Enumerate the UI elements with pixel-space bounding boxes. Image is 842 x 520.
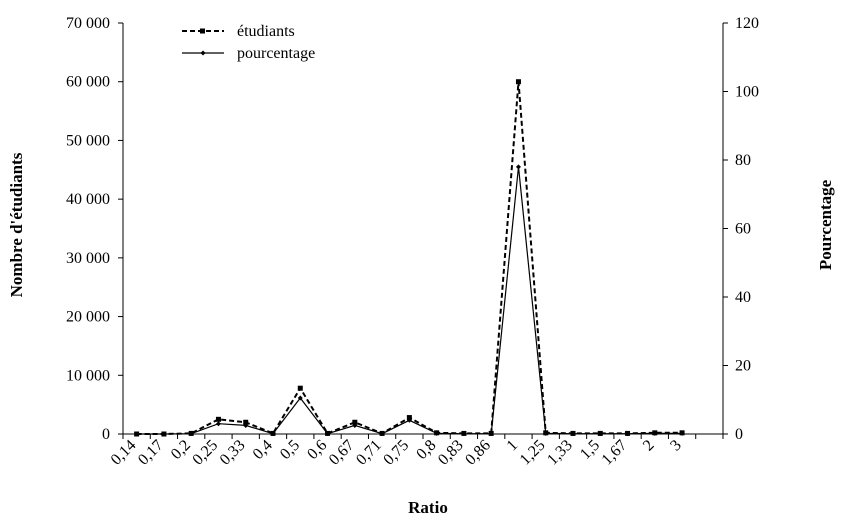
point-pourcentage bbox=[597, 431, 603, 437]
x-tick-label: 0,14 bbox=[108, 437, 140, 469]
y-left-tick-label: 30 000 bbox=[66, 250, 110, 267]
x-tick-label: 0,2 bbox=[168, 437, 194, 463]
y-axis-left-title: Nombre d'étudiants bbox=[7, 152, 26, 297]
point-pourcentage bbox=[652, 430, 658, 436]
y-left-tick-label: 60 000 bbox=[66, 74, 110, 91]
x-tick-label: 1,33 bbox=[544, 437, 576, 469]
point-pourcentage bbox=[325, 431, 331, 437]
point-pourcentage bbox=[488, 431, 494, 437]
x-tick-label: 0,17 bbox=[135, 437, 167, 469]
point-pourcentage bbox=[625, 431, 631, 437]
x-axis-title: Ratio bbox=[408, 498, 448, 517]
legend-label-pourcentage: pourcentage bbox=[237, 45, 315, 62]
x-tick-label: 0,25 bbox=[189, 437, 221, 469]
x-tick-label: 0,4 bbox=[250, 437, 276, 463]
x-tick-label: 1,67 bbox=[599, 437, 631, 469]
point-étudiants bbox=[406, 415, 412, 421]
y-axis-right-title: Pourcentage bbox=[816, 179, 835, 270]
axes: 0 10 000 20 000 30 000 40 000 50 000 60 000 70 … bbox=[66, 15, 759, 469]
y-right-tick-label: 100 bbox=[735, 84, 759, 101]
x-tick-label: 3 bbox=[667, 437, 685, 455]
point-pourcentage bbox=[406, 417, 412, 423]
point-étudiants bbox=[515, 79, 521, 85]
series-layer bbox=[134, 79, 685, 437]
point-pourcentage bbox=[243, 422, 249, 428]
point-pourcentage bbox=[379, 431, 385, 437]
legend-label-étudiants: étudiants bbox=[237, 23, 295, 40]
point-étudiants bbox=[243, 419, 249, 425]
legend-marker-pourcentage bbox=[200, 50, 206, 56]
x-tick-label: 0,86 bbox=[462, 437, 494, 469]
x-tick-label: 1,25 bbox=[517, 437, 549, 469]
x-tick-label: 1 bbox=[504, 437, 522, 455]
x-tick-label: 0,83 bbox=[435, 437, 467, 469]
y-right-tick-label: 40 bbox=[735, 289, 751, 306]
y-left-tick-label: 50 000 bbox=[66, 132, 110, 149]
legend-marker-étudiants bbox=[200, 28, 205, 34]
point-pourcentage bbox=[134, 431, 140, 437]
y-left-tick-label: 70 000 bbox=[66, 15, 110, 32]
y-left-tick-label: 40 000 bbox=[66, 191, 110, 208]
point-pourcentage bbox=[188, 431, 194, 437]
y-right-tick-label: 80 bbox=[735, 152, 751, 169]
x-tick-label: 0,33 bbox=[217, 437, 249, 469]
point-étudiants bbox=[297, 385, 303, 391]
point-pourcentage bbox=[215, 421, 221, 427]
point-pourcentage bbox=[461, 431, 467, 437]
legend: étudiants pourcentage bbox=[182, 23, 315, 62]
point-étudiants bbox=[352, 419, 358, 425]
point-pourcentage bbox=[297, 395, 303, 401]
y-left-tick-label: 10 000 bbox=[66, 367, 110, 384]
series-line-étudiants bbox=[136, 81, 683, 435]
y-right-tick-label: 60 bbox=[735, 221, 751, 238]
x-tick-label: 0,67 bbox=[326, 437, 358, 469]
x-tick-label: 1,5 bbox=[577, 437, 603, 463]
x-tick-label: 0,75 bbox=[380, 437, 412, 469]
y-right-tick-label: 120 bbox=[735, 15, 759, 32]
point-pourcentage bbox=[161, 431, 167, 437]
point-pourcentage bbox=[679, 430, 685, 436]
point-pourcentage bbox=[543, 430, 549, 436]
x-tick-label: 0,8 bbox=[413, 437, 439, 463]
point-pourcentage bbox=[352, 422, 358, 428]
x-tick-label: 0,5 bbox=[277, 437, 303, 463]
x-tick-label: 2 bbox=[640, 437, 658, 455]
point-pourcentage bbox=[434, 430, 440, 436]
point-pourcentage bbox=[515, 164, 521, 170]
point-étudiants bbox=[215, 416, 221, 422]
x-tick-label: 0,6 bbox=[304, 437, 330, 463]
series-line-pourcentage bbox=[136, 166, 683, 435]
x-tick-label: 0,71 bbox=[353, 437, 385, 469]
point-pourcentage bbox=[270, 431, 276, 437]
y-left-tick-label: 20 000 bbox=[66, 309, 110, 326]
y-right-tick-label: 20 bbox=[735, 358, 751, 375]
y-left-tick-label: 0 bbox=[102, 426, 110, 443]
point-pourcentage bbox=[570, 431, 576, 437]
y-right-tick-label: 0 bbox=[735, 426, 743, 443]
